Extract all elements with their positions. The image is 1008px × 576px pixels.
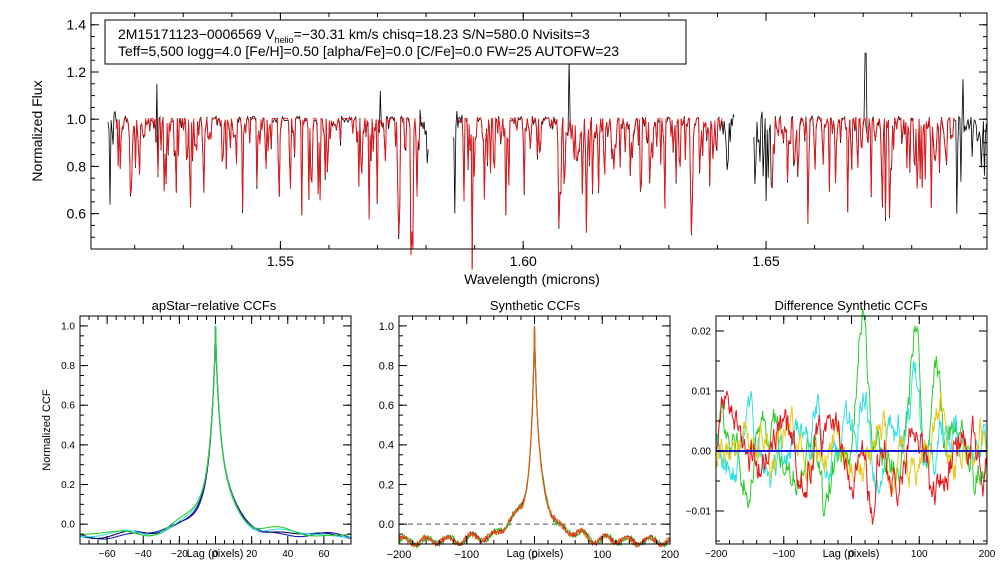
difference-ccf-curves <box>715 308 988 525</box>
apstar-ccf-visit-navy-line <box>79 325 352 540</box>
spectrum-curves <box>107 52 987 270</box>
synthetic-ccf-xlabel: Lag (pixels) <box>507 548 564 560</box>
apstar-ccf-panel: apStar−relative CCFs −60 −40 −20 0 20 40 60 0.0… <box>41 298 352 560</box>
header-line-1-sub: helio <box>275 35 294 45</box>
apstar-ccf-visit-blue-line <box>79 325 352 540</box>
x-tick-label: 1.55 <box>267 253 294 269</box>
synthetic-ccf-ticks: −200 −100 0 100 200 0.0 0.2 0.4 0.6 0.8 1.0 <box>379 315 679 561</box>
x-tick-label: 200 <box>661 549 679 561</box>
x-tick-label: −200 <box>705 549 728 560</box>
difference-ccf-visit-red-line <box>715 390 988 525</box>
x-tick-label: −100 <box>454 549 479 561</box>
x-tick-label: 1.60 <box>510 253 537 269</box>
x-tick-label: 40 <box>282 549 294 560</box>
spectrum-synthetic-line <box>458 116 723 270</box>
y-tick-label: 1.0 <box>61 321 75 332</box>
y-tick-label: 0.8 <box>67 158 87 174</box>
spectrum-panel: 1.55 1.60 1.65 0.6 0.8 1.0 1.2 1.4 Wavelength (… <box>29 12 988 287</box>
y-tick-label: 1.2 <box>67 64 87 80</box>
spectrum-ylabel: Normalized Flux <box>29 80 45 181</box>
synthetic-ccf-visit-red-line <box>398 325 671 549</box>
spectrum-ticks: 1.55 1.60 1.65 0.6 0.8 1.0 1.2 1.4 <box>67 12 987 269</box>
apstar-ccf-axes-frame <box>79 315 352 545</box>
spectrum-synthetic-line <box>115 116 423 256</box>
x-tick-label: −20 <box>171 549 188 560</box>
y-tick-label: −0.01 <box>686 507 712 518</box>
y-tick-label: 1.0 <box>379 321 394 333</box>
x-tick-label: 0 <box>849 549 855 560</box>
difference-ccf-title: Difference Synthetic CCFs <box>775 298 928 313</box>
y-tick-label: 0.0 <box>379 519 394 531</box>
apstar-ccf-visit-green-line <box>79 325 352 537</box>
header-line-2: Teff=5,500 logg=4.0 [Fe/H]=0.50 [alpha/F… <box>118 43 619 59</box>
x-tick-label: 20 <box>246 549 258 560</box>
y-tick-label: 0.2 <box>61 480 75 491</box>
difference-ccf-ticks: −200 −100 0 100 200 −0.01 0.00 0.01 0.02 <box>686 316 996 560</box>
x-tick-label: −40 <box>135 549 152 560</box>
x-tick-label: 0 <box>213 549 219 560</box>
y-tick-label: 0.00 <box>692 447 712 458</box>
spectrum-observed-line <box>107 83 429 255</box>
y-tick-label: 0.6 <box>67 206 87 222</box>
apstar-ccf-xlabel: Lag (pixels) <box>187 548 244 560</box>
apstar-ccf-curves <box>79 325 352 540</box>
y-tick-label: 0.6 <box>379 400 394 412</box>
apstar-ccf-ticks: −60 −40 −20 0 20 40 60 0.0 0.2 0.4 0.6 0.8 1.0 <box>61 315 352 560</box>
y-tick-label: 0.4 <box>379 440 394 452</box>
y-tick-label: 0.2 <box>379 479 394 491</box>
apstar-ccf-title: apStar−relative CCFs <box>152 298 277 313</box>
x-tick-label: −200 <box>387 549 412 561</box>
apstar-ccf-visit-cyan-line <box>79 325 351 538</box>
x-tick-label: 0 <box>531 549 537 561</box>
y-tick-label: 1.4 <box>67 17 87 33</box>
y-tick-label: 0.02 <box>692 327 712 338</box>
header-line-1-a: 2M15171123−0006569 V <box>118 26 275 42</box>
y-tick-label: 1.0 <box>67 111 87 127</box>
y-tick-label: 0.8 <box>379 360 394 372</box>
synthetic-ccf-curves <box>398 325 671 550</box>
x-tick-label: −60 <box>99 549 116 560</box>
y-tick-label: 0.0 <box>61 520 75 531</box>
difference-ccf-visit-yellow-line <box>715 391 988 495</box>
y-tick-label: 0.8 <box>61 361 75 372</box>
x-tick-label: 200 <box>979 549 996 560</box>
difference-ccf-xlabel: Lag (pixels) <box>823 548 880 560</box>
x-tick-label: 100 <box>911 549 928 560</box>
difference-ccf-visit-green-line <box>715 308 988 517</box>
x-tick-label: 100 <box>593 549 611 561</box>
difference-ccf-panel: Difference Synthetic CCFs −200 −100 0 100 20… <box>686 298 996 560</box>
y-tick-label: 0.01 <box>692 387 712 398</box>
x-tick-label: 1.65 <box>752 253 779 269</box>
x-tick-label: 60 <box>318 549 330 560</box>
header-line-1: 2M15171123−0006569 Vhelio=−30.31 km/s ch… <box>118 26 590 45</box>
synthetic-ccf-panel: Synthetic CCFs −200 −100 0 100 200 0.0 0.2 0.4 0… <box>379 298 679 561</box>
spectrum-xlabel: Wavelength (microns) <box>464 271 600 287</box>
spectrum-synthetic-line <box>770 116 955 223</box>
synthetic-ccf-title: Synthetic CCFs <box>490 298 581 313</box>
synthetic-ccf-visit-green-line <box>398 325 671 550</box>
apstar-ccf-ylabel: Normalized CCF <box>41 389 53 471</box>
header-line-1-b: =−30.31 km/s chisq=18.23 S/N=580.0 Nvisi… <box>294 26 590 42</box>
header-box-frame <box>104 19 687 65</box>
y-tick-label: 0.4 <box>61 440 75 451</box>
x-tick-label: −100 <box>772 549 795 560</box>
synthetic-ccf-visit-orange-line <box>398 325 671 548</box>
y-tick-label: 0.6 <box>61 401 75 412</box>
header-box: 2M15171123−0006569 Vhelio=−30.31 km/s ch… <box>104 19 687 65</box>
